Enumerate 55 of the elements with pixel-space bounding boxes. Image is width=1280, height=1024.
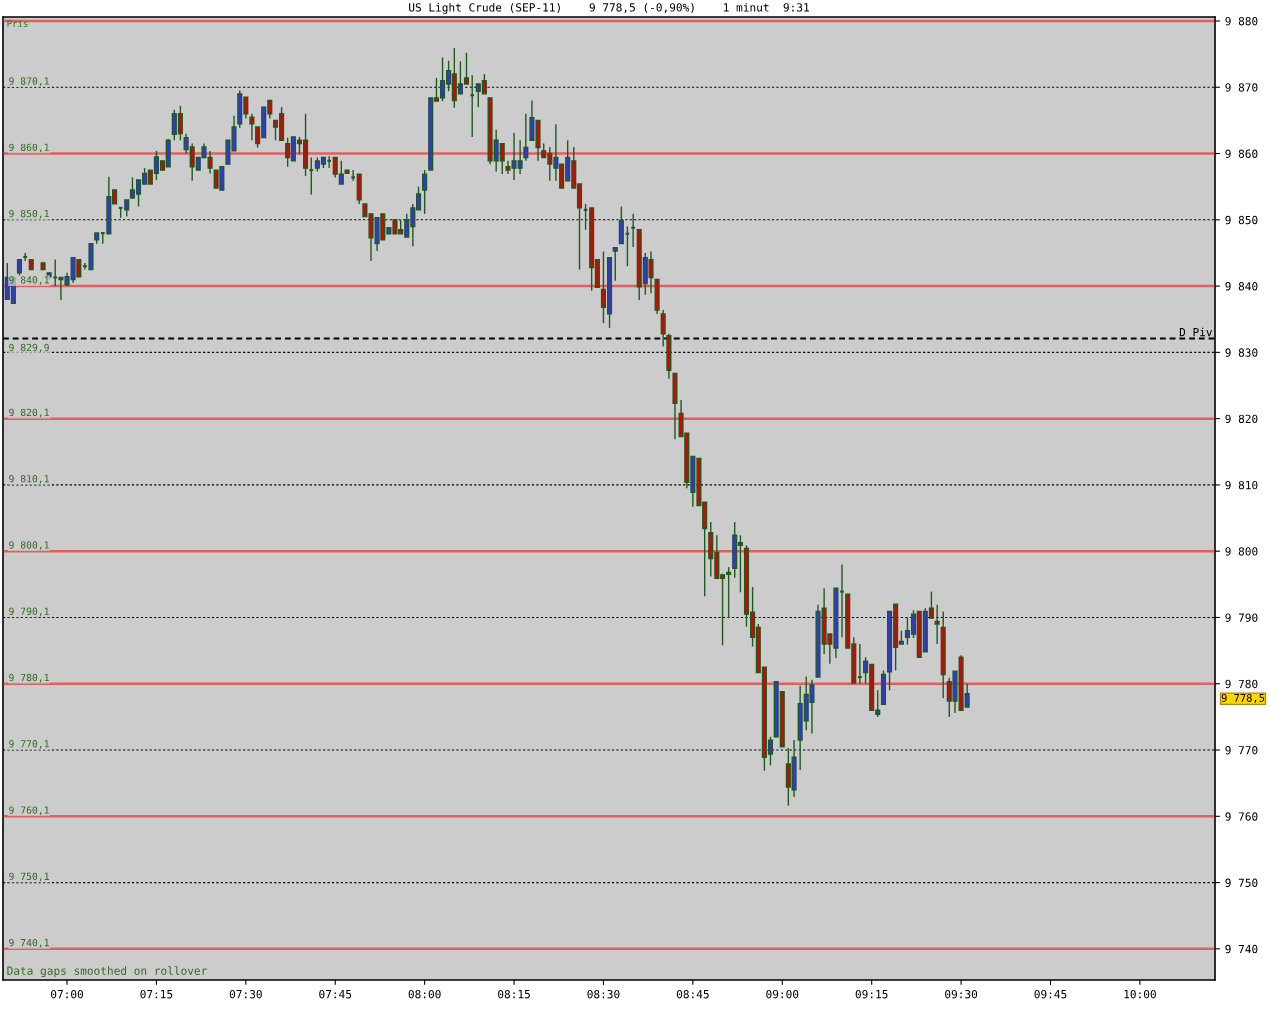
x-tick-label: 09:30 [945,989,978,999]
x-tick-label: 10:00 [1124,989,1156,999]
y-tick-label: 9 860 [1225,149,1258,158]
y-tick-label: 9 840 [1225,282,1258,291]
candlestick [618,205,624,245]
y-tick-label: 9 790 [1225,613,1258,622]
candlestick [612,246,618,282]
chart-title: US Light Crude (SEP-11) 9 778,5 (-0,90%) 1 minut 9:31 [409,3,809,14]
y2-tick-label: 9 740,1 [9,938,49,948]
annotation: Data gaps smoothed on rollover [7,966,207,978]
y2-tick-label: 9 780,1 [9,673,49,683]
y-tick-label: 9 750 [1225,878,1258,887]
y2-tick-label: 9 750,1 [9,872,49,882]
ref-line-label: D Piv [1179,327,1213,337]
y-tick-label: 9 740 [1225,944,1258,954]
x-tick-label: 08:00 [408,989,441,999]
y-tick-label: 9 830 [1225,348,1258,357]
y2-tick-label: 9 770,1 [9,740,49,749]
y-tick-label: 9 780 [1225,679,1258,689]
y-tick-label: 9 770 [1225,746,1258,755]
candlestick [934,604,940,645]
x-tick-label: 09:00 [766,989,799,999]
y-tick-label: 9 800 [1225,547,1258,556]
y2-tick-label: 9 790,1 [9,607,49,617]
x-tick-label: 07:30 [229,989,262,999]
x-tick-label: 07:15 [140,989,173,999]
x-tick-label: 08:15 [498,989,530,999]
y2-tick-label: 9 850,1 [9,209,49,219]
y-tick-label: 9 850 [1225,215,1258,225]
candlestick [422,169,428,215]
y-tick-label: 9 760 [1225,812,1258,821]
y-tick-label: 9 820 [1225,414,1258,424]
candlestick [249,113,255,141]
x-tick-label: 09:15 [855,989,888,999]
x-tick-label: 07:00 [51,989,84,999]
y2-tick-label: 9 810,1 [9,475,49,484]
y2-tick-label: 9 829,9 [9,343,49,353]
y-tick-label: 9 870 [1225,83,1258,92]
text: 9 778,5 [1221,693,1265,704]
y2-tick-label: 9 760,1 [9,806,49,815]
y2-tick-label: 9 800,1 [9,541,49,550]
x-tick-label: 07:45 [319,989,352,999]
y2-tick-label: 9 820,1 [9,408,49,418]
candlestick [523,113,529,162]
y2-tick-label: 9 840,1 [9,276,49,285]
x-tick-label: 08:45 [676,989,709,999]
y2-tick-label: 9 860,1 [9,143,49,153]
y2-axis-title: Pris [7,19,28,27]
candlestick [660,309,666,348]
y-tick-label: 9 810 [1225,480,1258,490]
y-tick-label: 9 880 [1225,16,1258,26]
x-tick-label: 09:45 [1034,989,1067,999]
y2-tick-label: 9 870,1 [9,77,49,86]
candlestick [839,563,845,639]
x-tick-label: 08:30 [587,989,620,999]
